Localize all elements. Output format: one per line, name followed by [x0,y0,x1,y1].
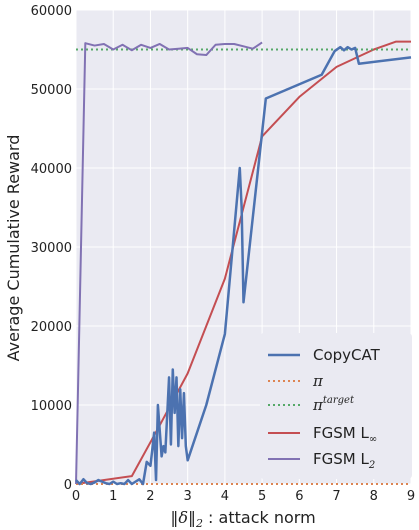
x-axis-label-subscript: 2 [195,517,203,530]
y-tick-label: 10000 [31,399,72,414]
legend-box [260,333,412,479]
legend-label-pi: π [312,372,324,390]
y-tick-label: 0 [64,478,72,493]
legend-label-pi-target: πtarget [312,395,355,414]
legend-entry-copycat: CopyCAT [268,346,381,364]
legend-entry-fgsm-linf: FGSM L∞ [268,424,377,445]
x-tick-label: 5 [258,489,266,504]
x-tick-label: 1 [109,489,117,504]
x-axis-label-math: ‖δ‖ [170,508,196,527]
legend-label-fgsm-l2-base: FGSM L [313,450,369,468]
legend-label-copycat: CopyCAT [313,346,381,364]
legend-label-pi-target-base: π [312,396,324,414]
y-tick-label: 20000 [31,320,72,335]
legend-label-fgsm-l2: FGSM L2 [313,450,375,471]
x-tick-label: 0 [72,489,80,504]
legend-label-pi-target-superscript: target [323,395,355,406]
y-tick-label: 50000 [31,83,72,98]
legend-label-fgsm-linf-base: FGSM L [313,424,369,442]
legend-entry-fgsm-l2: FGSM L2 [268,450,375,471]
x-tick-label: 2 [146,489,154,504]
y-tick-labels: 0 10000 20000 30000 40000 50000 60000 [31,4,72,493]
x-tick-labels: 0 1 2 3 4 5 6 7 8 9 [72,489,415,504]
legend-entry-pi: π [268,372,324,390]
legend-label-fgsm-linf: FGSM L∞ [313,424,377,445]
series-line-copycat [75,45,412,486]
x-tick-label: 6 [295,489,303,504]
series-line-fgsm-l2 [75,41,263,485]
legend-entry-pi-target: πtarget [268,395,355,414]
series-layer [75,40,412,486]
y-tick-label: 40000 [31,162,72,177]
y-axis-label: Average Cumulative Reward [4,135,23,362]
legend-label-fgsm-linf-subscript: ∞ [369,434,377,445]
legend-label-fgsm-l2-subscript: 2 [368,460,375,471]
x-tick-label: 8 [370,489,378,504]
x-tick-label: 7 [332,489,340,504]
x-tick-label: 3 [184,489,192,504]
legend: CopyCAT π πtarget FGSM L∞ FGSM L2 [260,333,412,479]
x-tick-label: 9 [407,489,415,504]
y-tick-label: 60000 [31,4,72,19]
x-axis-label-text: : attack norm [203,508,316,527]
x-tick-label: 4 [221,489,229,504]
y-tick-label: 30000 [31,241,72,256]
x-axis-label: ‖δ‖2 : attack norm [170,508,315,530]
